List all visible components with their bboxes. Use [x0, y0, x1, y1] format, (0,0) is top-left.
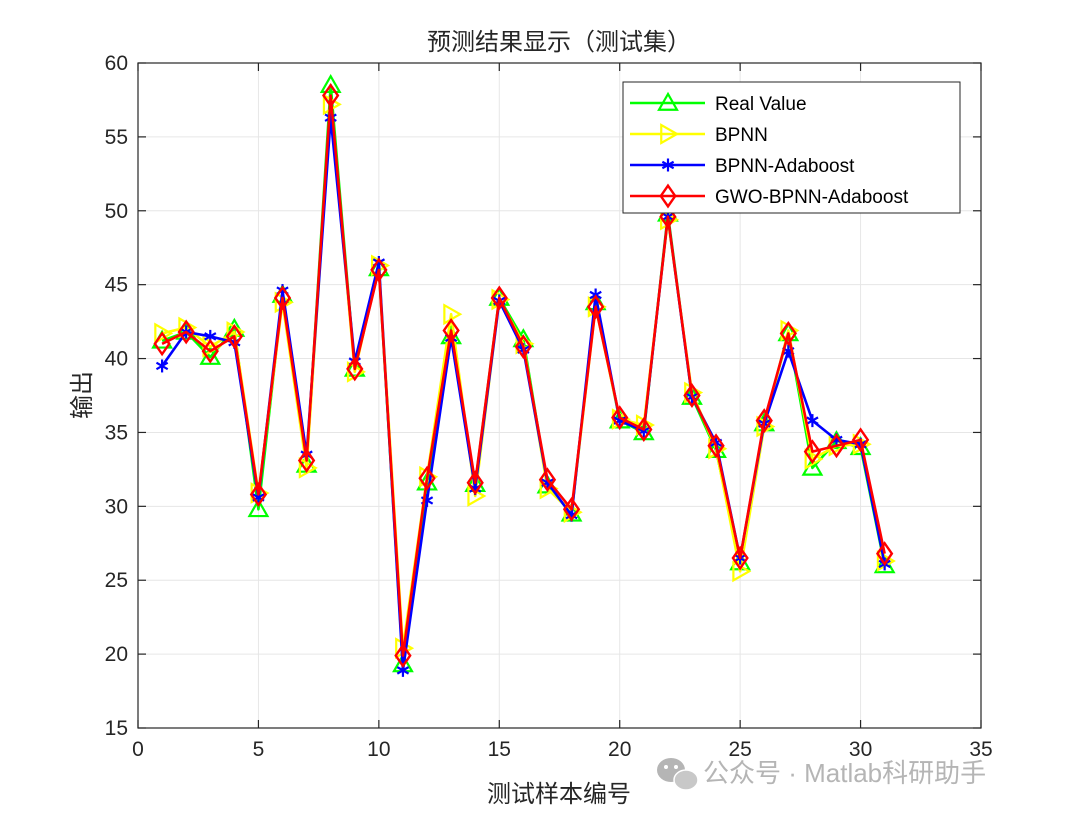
y-axis-title: 输出: [69, 371, 96, 419]
data-point: [731, 545, 749, 571]
x-tick-label: 20: [608, 738, 631, 761]
y-tick-label: 15: [105, 717, 128, 740]
data-point: [154, 322, 174, 345]
wechat-icon: [657, 758, 699, 791]
legend-marker: [660, 123, 680, 145]
data-point: [155, 359, 169, 373]
y-tick-label: 20: [105, 643, 128, 666]
legend-marker: [659, 183, 677, 209]
legend: Real Value BPNN BPNN-Adaboost GWO-BPNN-Adab…: [622, 81, 961, 214]
data-point: [803, 439, 822, 465]
data-point: [538, 467, 557, 493]
data-point: [346, 356, 364, 382]
legend-entry: Real Value: [630, 91, 807, 115]
series-layer: [151, 73, 896, 677]
tick-marks: [137, 62, 982, 729]
y-tick-labels: 15 20 25 30 35 40 45 50 55 60: [105, 52, 128, 740]
data-point: [201, 338, 219, 364]
legend-marker: [657, 91, 679, 111]
y-tick-label: 45: [105, 274, 128, 297]
data-point: [586, 294, 605, 320]
legend-entry: BPNN-Adaboost: [630, 156, 855, 177]
data-point: [343, 357, 366, 377]
plot-frame: [137, 62, 982, 729]
data-point: [443, 303, 463, 326]
x-axis-title: 测试样本编号: [487, 781, 631, 808]
data-point: [297, 448, 316, 473]
data-point: [153, 331, 171, 357]
data-point: [418, 465, 436, 491]
y-tick-label: 40: [105, 348, 128, 371]
data-point: [806, 414, 819, 428]
y-tick-label: 25: [105, 569, 128, 592]
y-tick-label: 35: [105, 421, 128, 444]
data-point: [490, 285, 508, 311]
data-point: [851, 427, 870, 453]
legend-label: BPNN: [715, 125, 768, 146]
data-point: [466, 470, 484, 496]
series-4: [153, 83, 894, 669]
data-point: [804, 448, 824, 470]
legend-label: GWO-BPNN-Adaboost: [715, 187, 909, 208]
x-tick-labels: 0 5 10 15 20 25 30 35: [132, 738, 993, 761]
y-tick-label: 30: [105, 495, 128, 518]
data-point: [442, 318, 460, 343]
y-tick-label: 60: [105, 52, 128, 75]
data-point: [827, 433, 846, 459]
x-tick-label: 35: [969, 738, 992, 761]
data-point: [394, 643, 412, 669]
y-tick-label: 50: [105, 200, 128, 223]
x-tick-label: 0: [132, 738, 144, 761]
data-point: [779, 320, 797, 346]
data-point: [273, 285, 292, 311]
data-point: [177, 319, 195, 345]
legend-entry: GWO-BPNN-Adaboost: [630, 183, 909, 209]
chart-title: 预测结果显示（测试集）: [427, 29, 691, 56]
x-tick-label: 15: [488, 738, 511, 761]
data-point: [635, 417, 653, 442]
y-tick-label: 55: [105, 126, 128, 149]
data-point: [225, 323, 244, 349]
data-point: [322, 83, 340, 108]
legend-entry: BPNN: [630, 123, 768, 146]
series-line: [161, 94, 886, 657]
data-point: [683, 383, 701, 408]
legend-label: Real Value: [715, 94, 807, 115]
x-tick-label: 10: [367, 738, 390, 761]
legend-marker: [661, 158, 675, 172]
data-point: [370, 257, 388, 283]
data-point: [707, 433, 725, 459]
x-tick-label: 25: [728, 738, 751, 761]
data-point: [247, 498, 270, 518]
data-point: [514, 334, 533, 360]
data-point: [755, 408, 773, 434]
data-point: [562, 496, 581, 522]
watermark: 公众号 · Matlab科研助手: [657, 758, 986, 791]
data-point: [249, 482, 268, 507]
data-point: [875, 541, 894, 567]
x-tick-label: 5: [253, 738, 265, 761]
data-point: [611, 405, 629, 431]
x-tick-label: 30: [849, 738, 872, 761]
data-point: [319, 73, 342, 94]
watermark-text: 公众号 · Matlab科研助手: [703, 758, 986, 788]
legend-label: BPNN-Adaboost: [715, 156, 855, 177]
data-point: [298, 457, 318, 479]
